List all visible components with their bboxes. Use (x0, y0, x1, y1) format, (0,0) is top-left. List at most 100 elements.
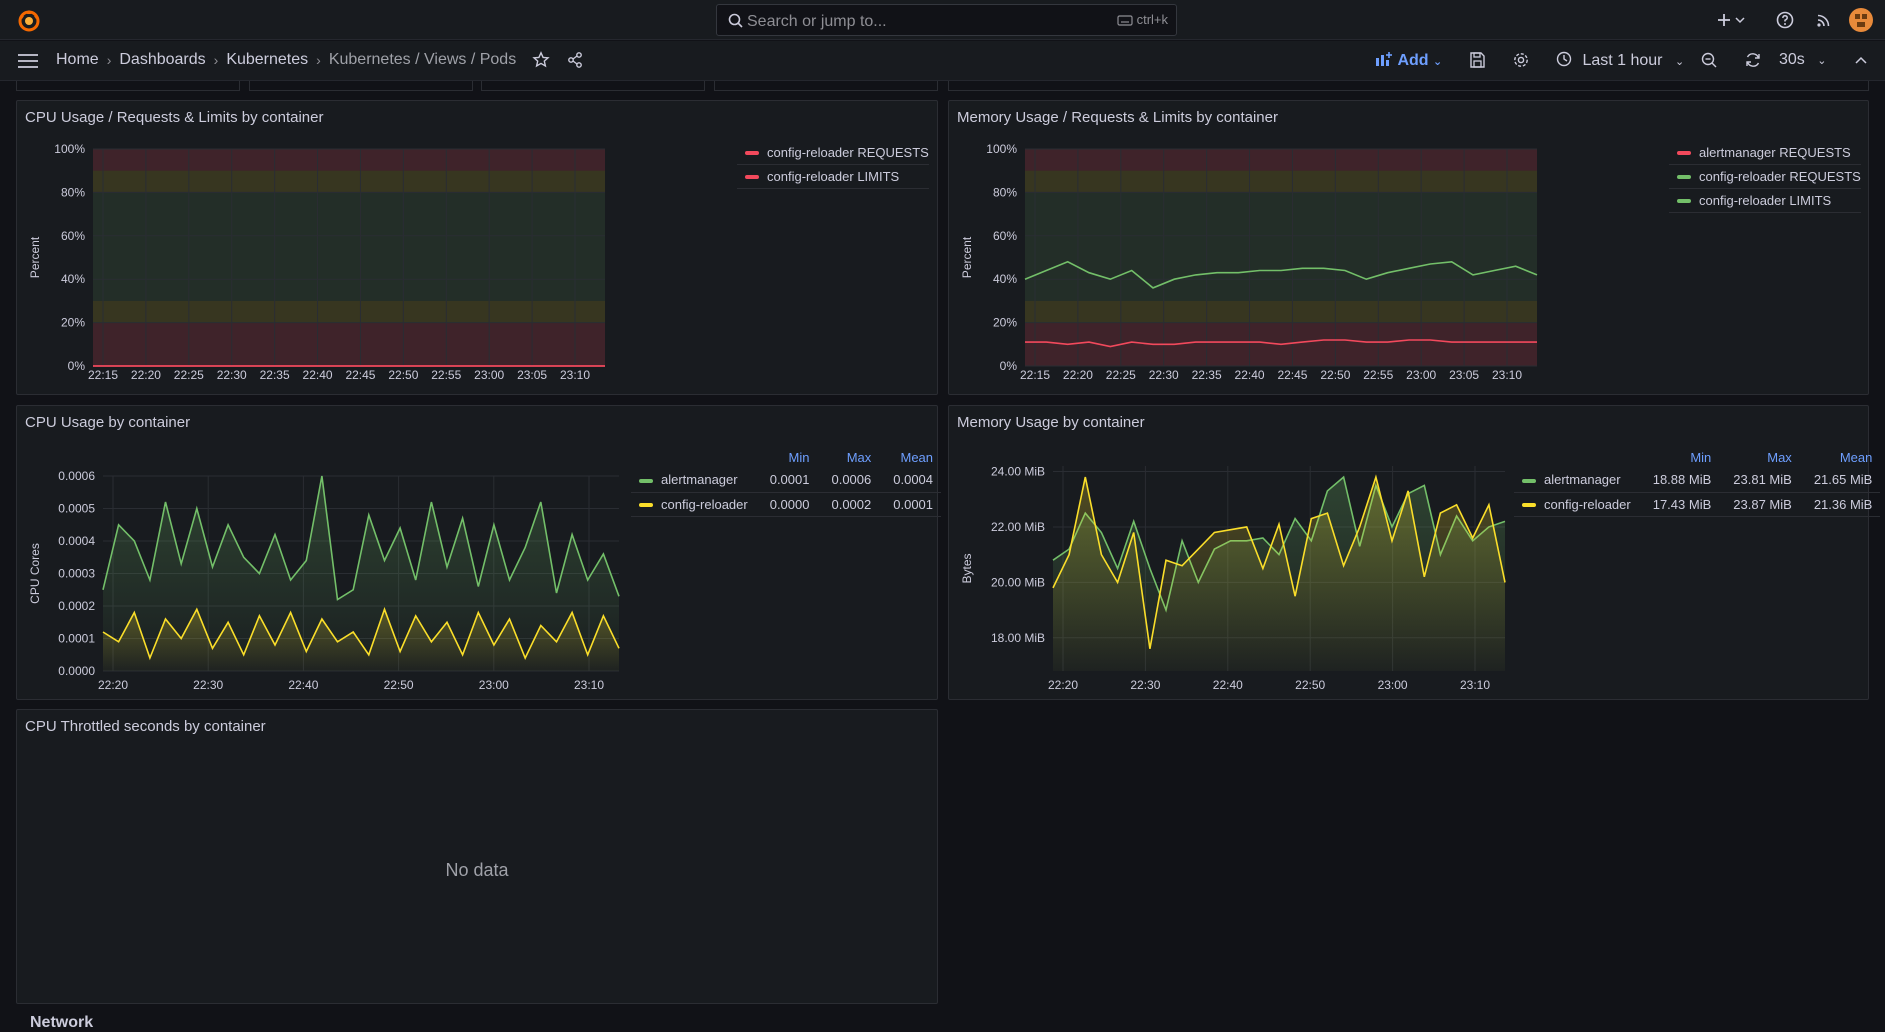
memory-requests-limits-chart[interactable]: 0% 20% 40% 60% 80% 100% 22:15 22:20 22:25 22:30 22… (949, 101, 1669, 396)
legend-header-name (631, 446, 756, 468)
grafana-logo-icon[interactable] (17, 8, 41, 32)
x-tick-label: 22:40 (288, 678, 318, 692)
x-tick-label: 22:45 (1277, 368, 1307, 382)
y-tick-label: 0.0000 (58, 664, 95, 678)
x-tick-label: 22:30 (1130, 678, 1160, 692)
x-tick-label: 22:20 (131, 368, 161, 382)
y-tick-label: 0.0002 (58, 599, 95, 613)
legend-header-mean[interactable]: Mean (900, 449, 934, 465)
news-rss-icon[interactable] (1814, 10, 1834, 30)
search-input[interactable]: Search or jump to... ctrl+k (716, 4, 1177, 36)
legend-swatch (1522, 503, 1536, 508)
legend-header-mean[interactable]: Mean (1839, 449, 1873, 465)
threshold-band (93, 149, 605, 171)
legend-row[interactable]: alertmanager 18.88 MiB 23.81 MiB 21.65 MiB (1514, 468, 1881, 493)
legend-min: 0.0001 (755, 468, 818, 493)
menu-icon[interactable] (17, 51, 39, 71)
legend-label: config-reloader REQUESTS (767, 145, 929, 160)
breadcrumb-dashboards[interactable]: Dashboards (119, 51, 206, 68)
y-tick-label: 100% (54, 142, 85, 156)
refresh-interval-picker[interactable]: 30s ⌄ (1779, 51, 1826, 69)
legend-mean: 0.0001 (879, 492, 942, 517)
time-range-label: Last 1 hour (1582, 52, 1663, 69)
y-tick-label: 0% (68, 359, 86, 373)
y-tick-label: 0% (1000, 359, 1018, 373)
x-tick-label: 22:20 (98, 678, 128, 692)
legend-swatch (1677, 150, 1691, 155)
cpu-requests-limits-chart[interactable]: 0% 20% 40% 60% 80% 100% 22:15 22:20 22:25 22:30 22… (17, 101, 737, 396)
chevron-up-icon[interactable] (1852, 51, 1870, 69)
legend-row[interactable]: config-reloader 17.43 MiB 23.87 MiB 21.36 M… (1514, 492, 1881, 517)
legend-label: alertmanager (661, 472, 738, 488)
settings-gear-icon[interactable] (1512, 51, 1530, 69)
legend-header-name (1514, 446, 1639, 468)
memory-usage-chart[interactable]: 18.00 MiB 20.00 MiB 22.00 MiB 24.00 MiB 22:2… (949, 406, 1509, 701)
user-avatar[interactable] (1849, 8, 1873, 32)
x-tick-label: 22:50 (1320, 368, 1350, 382)
help-icon[interactable] (1775, 10, 1795, 30)
panel-title[interactable]: CPU Usage by container (25, 414, 191, 431)
breadcrumb-current: Kubernetes / Views / Pods (328, 51, 517, 68)
panel-title[interactable]: CPU Throttled seconds by container (25, 718, 266, 735)
x-tick-label: 22:20 (1063, 368, 1093, 382)
panel-title[interactable]: Memory Usage by container (957, 414, 1145, 431)
share-icon[interactable] (566, 51, 584, 69)
series-line-config-reloader (1052, 474, 1506, 649)
legend-table: Min Max Mean alertmanager 0.0001 0.0006 0.000… (631, 446, 942, 517)
legend-item[interactable]: config-reloader LIMITS (1669, 189, 1861, 213)
keyboard-icon (1116, 15, 1133, 26)
legend-item[interactable]: config-reloader REQUESTS (1669, 165, 1861, 189)
panel-title[interactable]: Memory Usage / Requests & Limits by cont… (957, 109, 1278, 126)
legend-row[interactable]: config-reloader 0.0000 0.0002 0.0001 (631, 492, 942, 517)
save-icon[interactable] (1468, 51, 1486, 69)
refresh-icon[interactable] (1744, 51, 1762, 69)
legend-item[interactable]: alertmanager REQUESTS (1669, 141, 1861, 165)
cpu-requests-limits-panel: CPU Usage / Requests & Limits by contain… (16, 100, 938, 395)
legend-min: 17.43 MiB (1638, 492, 1720, 517)
cpu-throttled-panel: CPU Throttled seconds by container No da… (16, 709, 938, 1004)
new-plus-icon[interactable] (1714, 10, 1748, 30)
clock-icon (1556, 51, 1572, 67)
memory-usage-panel: Memory Usage by container 18.00 MiB 20.00… (948, 405, 1881, 701)
threshold-band (1025, 300, 1537, 323)
threshold-band (1025, 149, 1537, 171)
legend-swatch (1677, 174, 1691, 179)
legend-label: config-reloader REQUESTS (1699, 169, 1861, 184)
star-icon[interactable] (532, 51, 550, 69)
legend-header-min[interactable]: Min (1690, 449, 1712, 465)
network-row-header[interactable]: Network (30, 1014, 94, 1031)
add-button[interactable]: Add ⌄ (1375, 51, 1442, 70)
legend-header-max[interactable]: Max (1767, 449, 1792, 465)
y-tick-label: 0.0003 (58, 567, 95, 581)
legend-label: alertmanager (1544, 472, 1621, 488)
cpu-usage-chart[interactable]: 0.0000 0.0001 0.0002 0.0003 0.0004 0.0005 0.00… (17, 406, 642, 701)
cpu-usage-panel: CPU Usage by container 0.0000 0.0001 0.000… (16, 405, 942, 701)
chevron-down-icon: ⌄ (1674, 56, 1685, 68)
legend-item[interactable]: config-reloader REQUESTS (737, 141, 929, 165)
y-axis-label: Bytes (960, 553, 974, 583)
legend-header-min[interactable]: Min (788, 449, 810, 465)
legend-mean: 0.0004 (879, 468, 942, 493)
y-tick-label: 0.0005 (58, 502, 95, 516)
breadcrumb: Home › Dashboards › Kubernetes › Kuberne… (56, 51, 584, 69)
legend-item[interactable]: config-reloader LIMITS (737, 165, 929, 189)
legend-label: config-reloader LIMITS (767, 169, 900, 184)
refresh-interval-label: 30s (1779, 51, 1805, 68)
panel-title[interactable]: CPU Usage / Requests & Limits by contain… (25, 109, 324, 126)
series-line-alertmanager (102, 475, 620, 601)
breadcrumb-kubernetes[interactable]: Kubernetes (226, 51, 309, 68)
time-picker[interactable]: Last 1 hour ⌄ (1556, 51, 1684, 70)
breadcrumb-home[interactable]: Home (56, 51, 99, 68)
legend-min: 0.0000 (755, 492, 818, 517)
y-tick-label: 0.0004 (58, 534, 95, 548)
series-line-config-reloader-requests (1024, 260, 1538, 289)
x-tick-label: 22:55 (431, 368, 461, 382)
series-line-config-reloader (102, 606, 620, 661)
panel-stub (249, 81, 473, 91)
zoom-out-icon[interactable] (1700, 51, 1718, 69)
x-tick-label: 22:30 (217, 368, 247, 382)
legend-row[interactable]: alertmanager 0.0001 0.0006 0.0004 (631, 468, 942, 493)
legend-header-max[interactable]: Max (846, 449, 872, 465)
x-tick-label: 23:00 (1406, 368, 1436, 382)
y-tick-label: 0.0001 (58, 632, 95, 646)
